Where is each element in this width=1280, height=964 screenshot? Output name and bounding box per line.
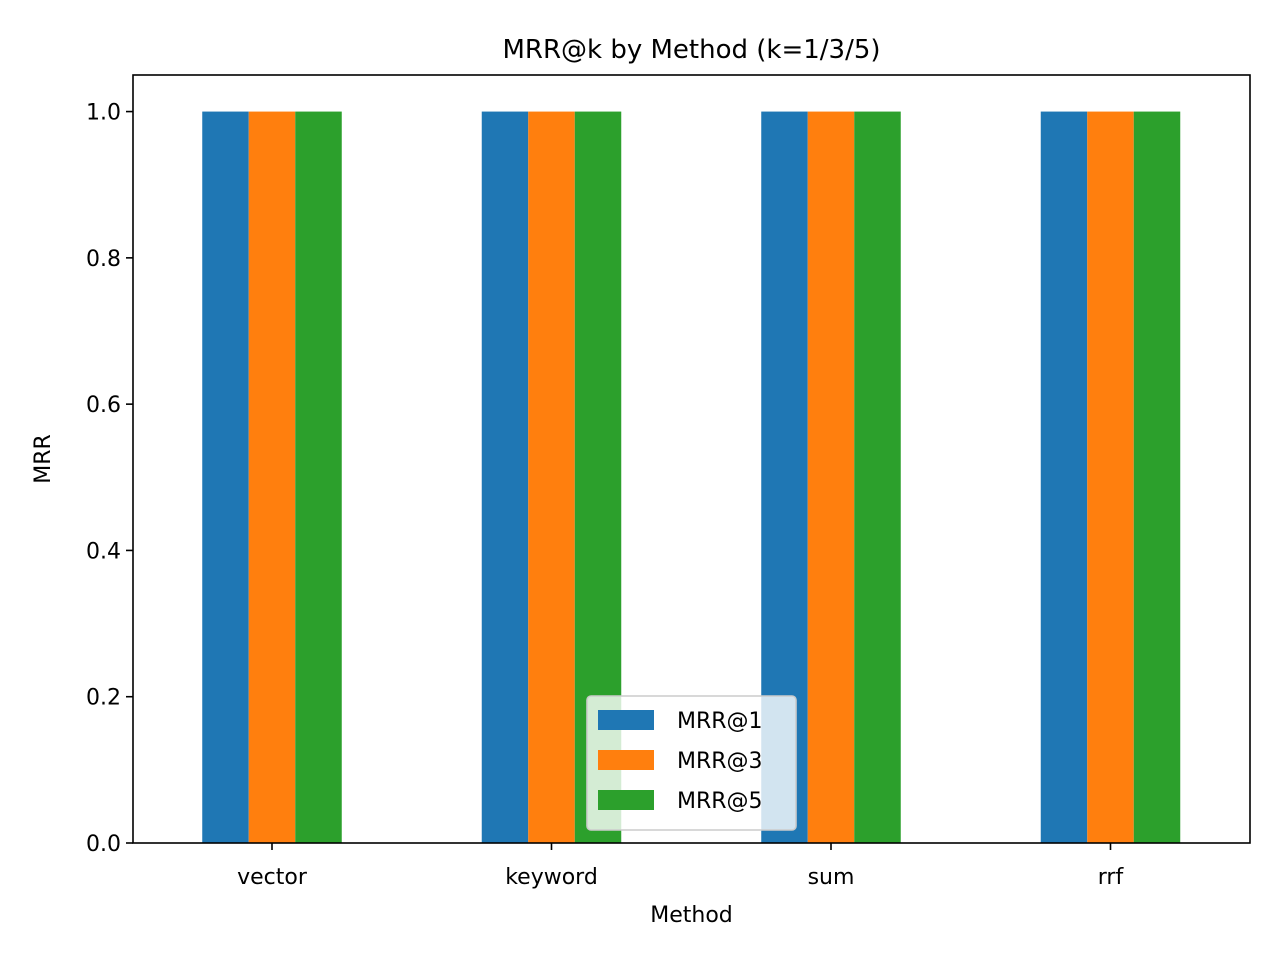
bar-vector-mrr-5 — [295, 111, 342, 844]
bar-rrf-mrr-5 — [1133, 111, 1181, 844]
y-tick-label: 0.0 — [86, 832, 121, 857]
y-tick-label: 0.6 — [86, 393, 121, 418]
bar-keyword-mrr-1 — [481, 111, 529, 844]
y-axis-label: MRR — [31, 434, 56, 484]
plot-frame — [132, 74, 1251, 844]
legend-swatch-mrr-3 — [598, 750, 654, 770]
y-tick-label: 0.2 — [86, 686, 121, 711]
legend-label-mrr-3: MRR@3 — [677, 749, 763, 774]
y-axis: 0.0 0.2 0.4 0.6 0.8 1.0 — [86, 101, 133, 857]
legend-swatch-mrr-5 — [598, 790, 654, 810]
bar-keyword-mrr-3 — [528, 111, 575, 844]
y-tick-label: 0.8 — [86, 247, 121, 272]
x-tick-label-keyword: keyword — [505, 865, 598, 890]
chart-title: MRR@k by Method (k=1/3/5) — [502, 35, 880, 65]
legend-label-mrr-5: MRR@5 — [677, 789, 763, 814]
bar-sum-mrr-3 — [807, 111, 855, 844]
legend-label-mrr-1: MRR@1 — [677, 709, 763, 734]
bar-vector-mrr-3 — [248, 111, 296, 844]
bar-rrf-mrr-1 — [1040, 111, 1088, 844]
legend-swatch-mrr-1 — [598, 710, 654, 730]
bar-vector-mrr-1 — [202, 111, 249, 844]
x-axis: vector keyword sum rrf — [237, 843, 1124, 890]
legend: MRR@1 MRR@3 MRR@5 — [586, 695, 797, 831]
y-tick-label: 0.4 — [86, 539, 121, 564]
y-tick-label: 1.0 — [86, 101, 121, 126]
x-axis-label: Method — [650, 903, 733, 928]
x-tick-label-rrf: rrf — [1098, 865, 1125, 890]
bars-layer — [202, 111, 1181, 844]
x-tick-label-vector: vector — [237, 865, 308, 890]
bar-rrf-mrr-3 — [1087, 111, 1134, 844]
bar-sum-mrr-5 — [854, 111, 901, 844]
x-tick-label-sum: sum — [808, 865, 855, 890]
